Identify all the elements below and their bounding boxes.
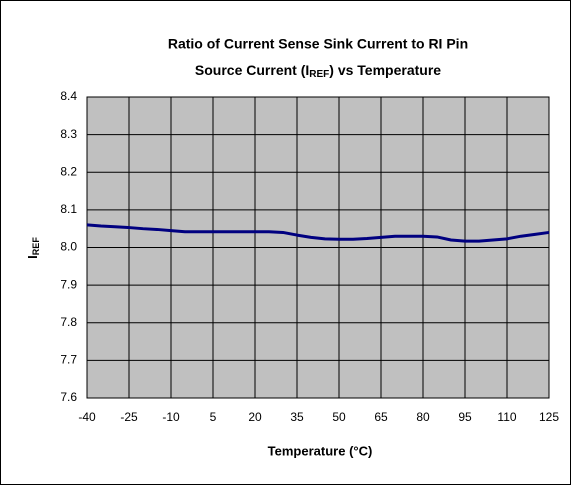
y-axis-title: IREF: [25, 237, 41, 259]
x-tick-label: 110: [497, 410, 516, 424]
y-tick-label: 7.7: [60, 353, 77, 367]
chart-title: Ratio of Current Sense Sink Current to R…: [168, 36, 468, 52]
x-tick-label: 80: [416, 410, 430, 424]
y-tick-label: 7.8: [60, 315, 77, 329]
y-tick-label: 8.2: [60, 164, 77, 178]
x-tick-label: 50: [332, 410, 346, 424]
y-tick-label: 8.0: [60, 240, 77, 254]
x-tick-label: -40: [78, 410, 96, 424]
x-tick-label: 95: [458, 410, 472, 424]
y-tick-label: 8.4: [60, 89, 77, 103]
x-tick-label: 35: [290, 410, 304, 424]
y-tick-label: 8.1: [60, 202, 77, 216]
y-tick-label: 7.6: [60, 390, 77, 404]
y-tick-label: 7.9: [60, 277, 77, 291]
x-tick-label: 125: [539, 410, 559, 424]
x-tick-label: -10: [162, 410, 180, 424]
x-tick-label: 20: [248, 410, 262, 424]
x-axis-title: Temperature (°C): [268, 443, 373, 458]
data-line: [86, 223, 550, 243]
y-tick-label: 8.3: [60, 127, 77, 141]
x-tick-label: 5: [210, 410, 217, 424]
chart-title: Source Current (IREF) vs Temperature: [195, 62, 441, 80]
x-tick-label: -25: [120, 410, 138, 424]
x-tick-label: 65: [374, 410, 388, 424]
